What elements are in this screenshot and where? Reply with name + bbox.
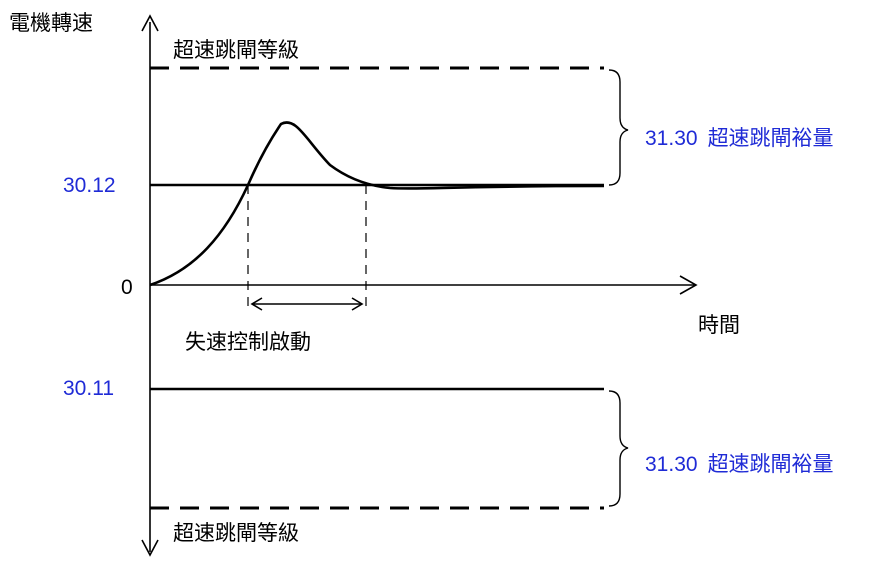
origin-label: 0	[121, 276, 133, 299]
speed-axis-arrow-down	[141, 539, 159, 557]
margin-top-code: 31.30	[645, 127, 698, 150]
margin-top-brace	[608, 69, 629, 186]
y-axis-label: 電機轉速	[9, 11, 93, 35]
trip-level-top-label: 超速跳閘等級	[173, 38, 299, 62]
margin-bottom-label: 31.30 超速跳閘裕量	[645, 452, 834, 477]
speed-axis-arrow-up	[141, 14, 159, 32]
stall-control-label: 失速控制啟動	[185, 330, 311, 354]
x-axis-label: 時間	[698, 313, 740, 337]
lower-value-label: 30.11	[63, 377, 114, 400]
speed-curve	[149, 121, 605, 287]
margin-bottom-code: 31.30	[645, 453, 698, 476]
upper-value-label: 30.12	[63, 174, 116, 197]
stall-span-arrowhead-left	[250, 297, 263, 311]
margin-bottom-text: 超速跳閘裕量	[707, 452, 834, 476]
stall-span-arrowhead-right	[351, 297, 364, 311]
margin-bottom-brace	[608, 390, 629, 507]
trip-level-bottom-label: 超速跳閘等級	[173, 521, 299, 545]
margin-top-text: 超速跳閘裕量	[707, 126, 834, 150]
margin-top-label: 31.30 超速跳閘裕量	[645, 126, 834, 151]
time-axis-arrow	[679, 275, 698, 295]
